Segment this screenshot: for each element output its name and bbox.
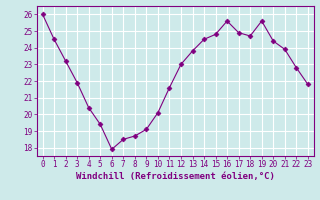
X-axis label: Windchill (Refroidissement éolien,°C): Windchill (Refroidissement éolien,°C)	[76, 172, 275, 181]
